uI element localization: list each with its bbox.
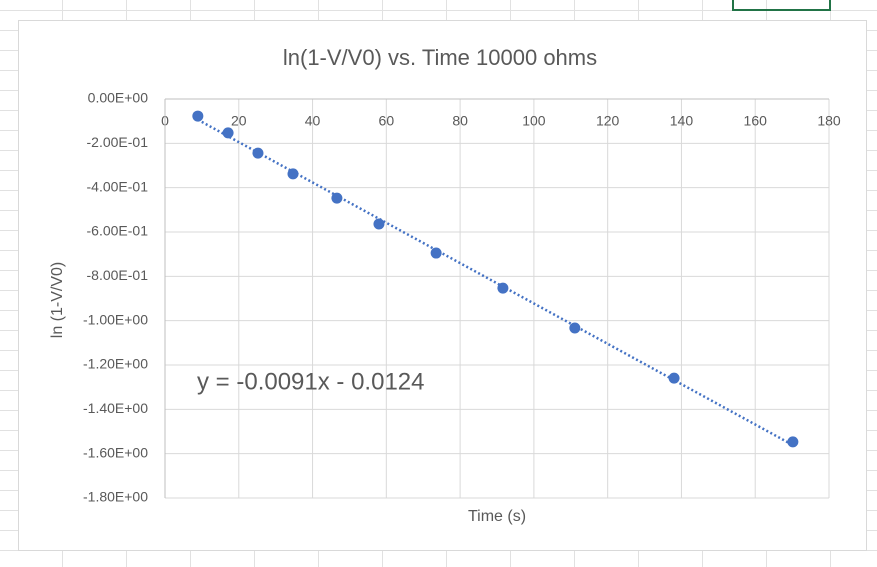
y-tick-label: -1.20E+00 bbox=[83, 356, 148, 372]
y-tick-label: -1.00E+00 bbox=[83, 311, 148, 327]
data-point bbox=[287, 168, 299, 180]
x-tick-label: 140 bbox=[670, 113, 694, 129]
y-tick-label: -8.00E-01 bbox=[87, 267, 149, 283]
x-tick-label: 40 bbox=[305, 113, 321, 129]
y-tick-label: -1.60E+00 bbox=[83, 444, 148, 460]
data-point bbox=[192, 110, 204, 122]
data-point bbox=[668, 372, 680, 384]
data-point bbox=[787, 436, 799, 448]
chart-area bbox=[18, 20, 867, 551]
selected-cell bbox=[732, 0, 831, 11]
data-point bbox=[569, 322, 581, 334]
x-tick-label: 180 bbox=[817, 113, 841, 129]
trendline-equation: y = -0.0091x - 0.0124 bbox=[197, 368, 424, 395]
x-tick-label: 20 bbox=[231, 113, 247, 129]
data-point bbox=[252, 147, 264, 159]
x-tick-label: 80 bbox=[452, 113, 468, 129]
x-tick-label: 60 bbox=[379, 113, 395, 129]
data-point bbox=[373, 218, 385, 230]
y-tick-label: -1.40E+00 bbox=[83, 400, 148, 416]
x-tick-label: 100 bbox=[522, 113, 546, 129]
y-axis-label: ln (1-V/V0) bbox=[49, 262, 66, 338]
x-axis-label: Time (s) bbox=[468, 508, 526, 525]
x-tick-label: 120 bbox=[596, 113, 620, 129]
data-point bbox=[222, 127, 234, 139]
data-point bbox=[331, 192, 343, 204]
y-tick-label: -6.00E-01 bbox=[87, 223, 149, 239]
y-tick-label: -1.80E+00 bbox=[83, 489, 148, 505]
chart-title: ln(1-V/V0) vs. Time 10000 ohms bbox=[283, 45, 597, 70]
y-tick-label: -4.00E-01 bbox=[87, 178, 149, 194]
data-point bbox=[430, 247, 442, 259]
x-tick-label: 160 bbox=[744, 113, 768, 129]
y-tick-label: -2.00E-01 bbox=[87, 134, 149, 150]
data-point bbox=[497, 282, 509, 294]
y-tick-label: 0.00E+00 bbox=[88, 90, 149, 106]
